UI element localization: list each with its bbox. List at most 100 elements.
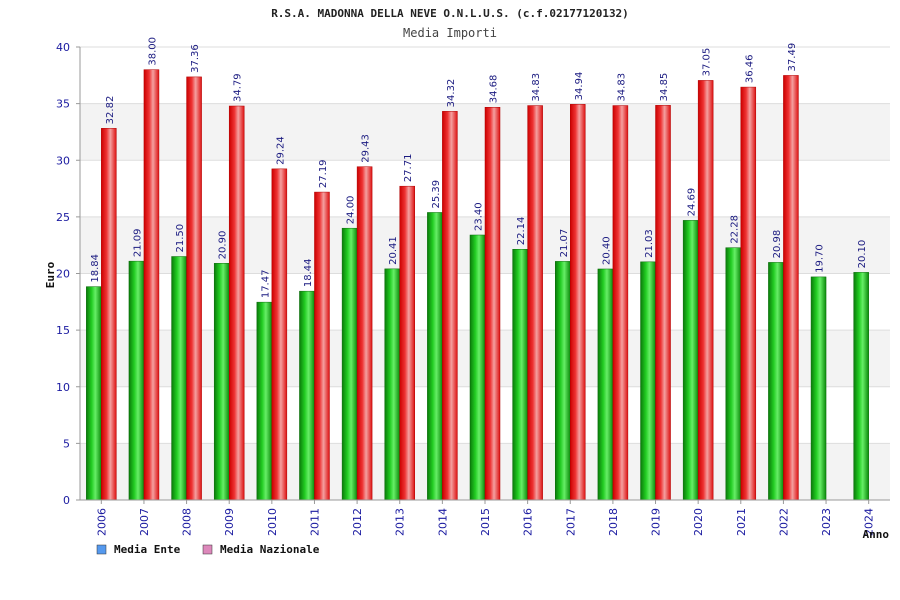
bar-media-ente-2010 bbox=[256, 301, 273, 501]
value-label-media-nazionale-2011: 27.19 bbox=[318, 159, 329, 188]
value-label-media-nazionale-2016: 34.83 bbox=[531, 73, 542, 102]
y-tick-label: 40 bbox=[56, 41, 70, 54]
x-tick-label-2010: 2010 bbox=[266, 508, 279, 536]
bar-media-nazionale-2012 bbox=[356, 166, 373, 501]
y-tick-label: 10 bbox=[56, 381, 70, 394]
value-label-media-nazionale-2012: 29.43 bbox=[361, 134, 372, 163]
bar-media-ente-2019 bbox=[640, 261, 656, 501]
value-label-media-nazionale-2017: 34.94 bbox=[574, 72, 585, 101]
value-label-media-ente-2016: 22.14 bbox=[516, 217, 527, 246]
legend-label-media-nazionale: Media Nazionale bbox=[220, 543, 320, 556]
bar-media-nazionale-2022 bbox=[783, 75, 799, 501]
x-tick-label-2013: 2013 bbox=[394, 508, 407, 536]
bar-media-nazionale-2019 bbox=[655, 105, 671, 501]
bar-media-ente-2014 bbox=[427, 212, 443, 501]
x-tick-label-2011: 2011 bbox=[308, 508, 321, 536]
x-tick-label-2012: 2012 bbox=[351, 508, 364, 536]
value-label-media-ente-2014: 25.39 bbox=[431, 180, 442, 209]
value-label-media-ente-2022: 20.98 bbox=[772, 230, 783, 259]
bar-media-nazionale-2020 bbox=[697, 80, 714, 501]
bar-media-nazionale-2015 bbox=[484, 106, 501, 501]
x-tick-label-2007: 2007 bbox=[138, 508, 151, 536]
bar-media-ente-2009 bbox=[213, 263, 230, 501]
x-tick-label-2021: 2021 bbox=[735, 508, 748, 536]
value-label-media-ente-2009: 20.90 bbox=[218, 231, 229, 260]
bar-media-ente-2018 bbox=[597, 268, 614, 501]
x-tick-label-2020: 2020 bbox=[692, 508, 705, 536]
bar-media-ente-2020 bbox=[682, 220, 699, 501]
y-tick-label: 35 bbox=[56, 98, 70, 111]
bar-media-ente-2017 bbox=[555, 261, 571, 501]
y-tick-label: 25 bbox=[56, 211, 70, 224]
value-label-media-nazionale-2019: 34.85 bbox=[659, 73, 670, 102]
bar-media-nazionale-2008 bbox=[186, 76, 202, 501]
value-label-media-nazionale-2006: 32.82 bbox=[105, 96, 116, 125]
bar-media-nazionale-2021 bbox=[740, 86, 757, 501]
x-tick-label-2023: 2023 bbox=[820, 508, 833, 536]
x-tick-label-2016: 2016 bbox=[522, 508, 535, 536]
x-tick-label-2017: 2017 bbox=[564, 508, 577, 536]
value-label-media-ente-2010: 17.47 bbox=[260, 270, 271, 299]
bar-media-nazionale-2016 bbox=[527, 105, 543, 501]
value-label-media-nazionale-2021: 36.46 bbox=[744, 54, 755, 83]
value-label-media-ente-2015: 23.40 bbox=[474, 202, 485, 231]
x-axis-label: Anno bbox=[863, 528, 890, 541]
bar-media-nazionale-2009 bbox=[228, 105, 245, 501]
legend-swatch-media-nazionale bbox=[202, 544, 213, 555]
value-label-media-ente-2008: 21.50 bbox=[175, 224, 186, 253]
legend-label-media-ente: Media Ente bbox=[114, 543, 181, 556]
y-tick-label: 15 bbox=[56, 324, 70, 337]
value-label-media-nazionale-2014: 34.32 bbox=[446, 79, 457, 108]
y-tick-label: 5 bbox=[63, 437, 70, 450]
bar-media-ente-2006 bbox=[86, 286, 102, 501]
bar-media-nazionale-2007 bbox=[143, 69, 160, 501]
value-label-media-nazionale-2007: 38.00 bbox=[147, 37, 158, 66]
bar-media-ente-2023 bbox=[810, 276, 827, 501]
value-labels: 18.84 32.82 21.09 38.00 21.50 37.36 20.90 34.79… bbox=[90, 37, 868, 298]
x-tick-label-2018: 2018 bbox=[607, 508, 620, 536]
y-tick-label: 0 bbox=[63, 494, 70, 507]
chart-title: R.S.A. MADONNA DELLA NEVE O.N.L.U.S. (c.… bbox=[271, 7, 629, 20]
value-label-media-ente-2011: 18.44 bbox=[303, 259, 314, 288]
value-label-media-ente-2013: 20.41 bbox=[388, 236, 399, 265]
value-label-media-nazionale-2018: 34.83 bbox=[616, 73, 627, 102]
x-tick-label-2008: 2008 bbox=[181, 508, 194, 536]
value-label-media-nazionale-2022: 37.49 bbox=[787, 43, 798, 72]
x-axis-ticks: 2006 2007 2008 2009 2010 2011 2012 2013 2014 2015… bbox=[95, 500, 876, 536]
x-tick-label-2014: 2014 bbox=[436, 508, 449, 536]
bar-media-ente-2015 bbox=[469, 234, 486, 501]
y-axis-label: Euro bbox=[44, 261, 57, 288]
value-label-media-ente-2019: 21.03 bbox=[644, 229, 655, 258]
x-tick-label-2015: 2015 bbox=[479, 508, 492, 536]
bar-media-nazionale-2017 bbox=[570, 104, 586, 501]
bar-media-ente-2022 bbox=[768, 262, 784, 501]
value-label-media-ente-2021: 22.28 bbox=[729, 215, 740, 244]
value-label-media-ente-2007: 21.09 bbox=[132, 229, 143, 258]
bar-media-ente-2007 bbox=[128, 260, 145, 501]
value-label-media-ente-2024: 20.10 bbox=[857, 240, 868, 269]
bar-media-ente-2021 bbox=[725, 247, 742, 501]
chart-subtitle: Media Importi bbox=[403, 26, 497, 40]
bar-media-ente-2012 bbox=[341, 227, 358, 501]
value-label-media-nazionale-2009: 34.79 bbox=[233, 73, 244, 102]
value-label-media-nazionale-2010: 29.24 bbox=[275, 136, 286, 165]
value-label-media-ente-2020: 24.69 bbox=[687, 188, 698, 217]
bar-media-nazionale-2018 bbox=[612, 105, 629, 501]
value-label-media-nazionale-2008: 37.36 bbox=[190, 44, 201, 73]
x-tick-label-2009: 2009 bbox=[223, 508, 236, 536]
bar-media-nazionale-2014 bbox=[442, 111, 458, 501]
value-label-media-ente-2018: 20.40 bbox=[601, 236, 612, 265]
bar-media-ente-2024 bbox=[853, 272, 869, 501]
x-tick-label-2006: 2006 bbox=[95, 508, 108, 536]
bar-media-nazionale-2013 bbox=[399, 185, 415, 501]
legend-swatch-media-ente bbox=[96, 544, 107, 555]
bar-media-ente-2016 bbox=[512, 249, 528, 501]
bar-media-ente-2011 bbox=[299, 290, 315, 501]
bar-media-nazionale-2006 bbox=[101, 128, 117, 501]
value-label-media-ente-2023: 19.70 bbox=[815, 244, 826, 273]
y-tick-label: 20 bbox=[56, 268, 70, 281]
y-tick-label: 30 bbox=[56, 154, 70, 167]
bar-media-nazionale-2011 bbox=[314, 191, 330, 501]
value-label-media-nazionale-2013: 27.71 bbox=[403, 154, 414, 183]
